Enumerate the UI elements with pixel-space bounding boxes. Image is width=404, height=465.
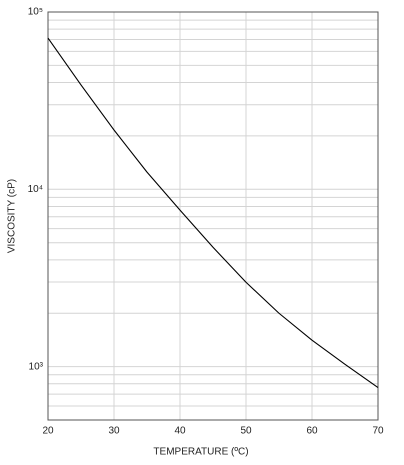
x-tick-label: 40 — [174, 426, 186, 437]
y-tick-label: 10⁴ — [28, 184, 43, 195]
y-axis-label: VISCOSITY (cP) — [7, 179, 18, 253]
plot-frame — [47, 11, 379, 421]
x-tick-label: 20 — [42, 426, 54, 437]
x-tick-label: 50 — [240, 426, 252, 437]
y-tick-label: 10³ — [29, 361, 44, 372]
line-series — [47, 37, 379, 388]
y-tick-label: 10⁵ — [28, 7, 43, 18]
x-tick-label: 60 — [306, 426, 318, 437]
x-tick-label: 30 — [108, 426, 120, 437]
x-axis-label: TEMPERATURE (ºC) — [153, 447, 248, 458]
x-tick-label: 70 — [372, 426, 384, 437]
